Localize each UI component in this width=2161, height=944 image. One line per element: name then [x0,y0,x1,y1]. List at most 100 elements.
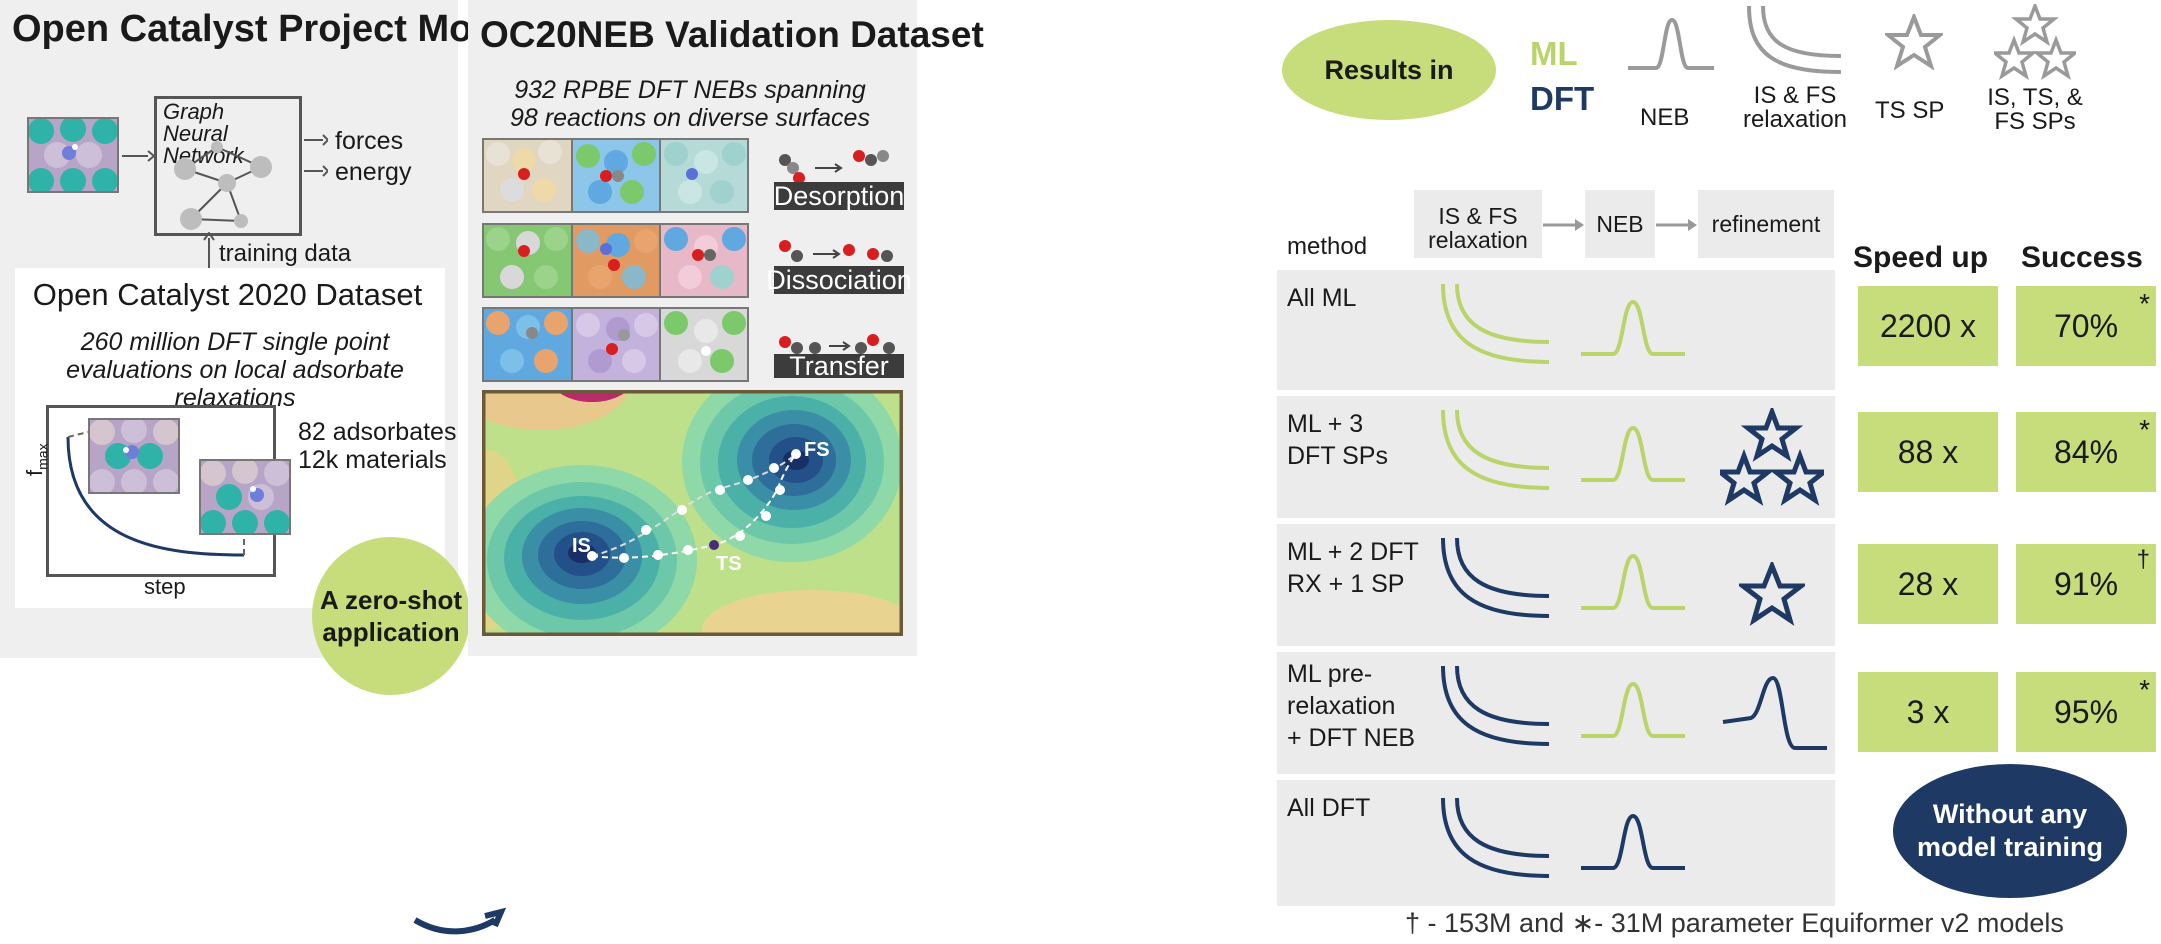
legend-dft: DFT [1530,80,1595,117]
surface-thumbnail [27,117,119,193]
transfer-surfaces [482,307,749,382]
speedup-box: 3 x [1858,672,1998,752]
arrow-to-gnn [122,150,154,162]
arrow-energy [304,165,328,177]
speedup-value: 3 x [1906,693,1950,730]
success-box: 91% † [2016,544,2156,624]
pipeline-arrow-1 [1543,219,1584,231]
results-in-ellipse: Results in [1282,20,1496,120]
footnote-mark: † [2136,546,2150,573]
method-row-ml-3-dft-sps: ML + 3 DFT SPs [1277,396,1835,518]
success-value: 95% [2053,693,2119,730]
zero-shot-label: A zero-shot application [319,585,463,647]
dft-star-icon [1739,562,1805,626]
speedup-box: 2200 x [1858,286,1998,366]
is-ts-fs-sps-icon [1994,4,2076,80]
speedup-box: 88 x [1858,412,1998,492]
reaction-dissociation: Dissociation [766,264,912,295]
ml-relaxation-icon [1441,283,1550,364]
method-label: All DFT [1287,794,1371,822]
ts-sp-icon [1885,14,1943,70]
method-label: ML + 2 DFT RX + 1 SP [1287,538,1419,598]
legend-ml: ML [1530,35,1578,72]
reaction-desorption: Desorption [773,180,905,211]
results-in-label: Results in [1324,54,1454,85]
ml-neb-icon [1581,553,1685,610]
success-value: 70% [2053,307,2119,344]
zero-shot-arrow [413,907,507,935]
footnote-mark: * [2139,288,2150,319]
dissociation-surfaces [482,223,749,298]
middle-title: OC20NEB Validation Dataset [480,14,984,55]
stat-materials: 12k materials [298,446,447,474]
footnote: † - 153M and ∗- 31M parameter Equiformer… [1405,908,2064,938]
method-label: All ML [1287,284,1357,312]
dft-neb-refinement-icon [1722,675,1827,750]
output-energy: energy [335,158,412,186]
desorption-molecule-icon [779,150,889,184]
ml-neb-icon [1581,681,1685,738]
gnn-box: Graph Neural Network [154,96,302,236]
success-box: 95% * [2016,672,2156,752]
success-box: 70% * [2016,286,2156,366]
ml-neb-icon [1581,425,1685,482]
success-header: Success [2021,241,2143,274]
pipeline-arrow-2 [1656,219,1697,231]
method-row-ml-pre-relaxation: ML pre- relaxation + DFT NEB [1277,652,1835,774]
success-value: 84% [2053,433,2119,470]
no-training-label: Without any model training [1916,799,2103,862]
dft-relaxation-icon [1441,537,1550,618]
transfer-molecule-icon [779,334,895,354]
is-ts-fs-sps-label: IS, TS, & FS SPs [1987,84,2083,135]
dft-relaxation-icon [1441,797,1550,878]
ts-sp-label: TS SP [1875,97,1945,124]
training-data-label: training data [219,240,352,267]
label-ts: TS [716,553,742,575]
energy-landscape: IS FS TS [482,390,903,636]
success-box: 84% * [2016,412,2156,492]
label-is: IS [572,535,591,557]
dissociation-molecule-icon [779,240,893,262]
speedup-value: 2200 x [1879,307,1977,344]
pipeline-refinement: refinement [1698,190,1834,258]
reaction-transfer: Transfer [774,351,904,381]
neb-label: NEB [1640,104,1690,131]
speedup-value: 88 x [1897,433,1959,470]
speed-header: Speed up [1853,241,1989,274]
neb-icon [1628,17,1714,70]
ml-relaxation-icon [1441,409,1550,490]
gnn-graph-icon [174,141,272,230]
desorption-surfaces [482,138,749,213]
arrow-training-data [203,232,215,268]
output-forces: forces [335,127,404,155]
dft-neb-icon [1581,813,1685,870]
left-title: Open Catalyst Project Models [12,8,549,50]
final-structure-thumbnail [199,459,291,535]
method-row-ml-2-dft-rx-1-sp: ML + 2 DFT RX + 1 SP [1277,524,1835,646]
ml-neb-icon [1581,299,1685,356]
fs-basin-contours [682,390,902,562]
footnote-mark: * [2139,674,2150,705]
is-basin-contours [482,465,697,636]
method-header: method [1287,233,1368,260]
speedup-box: 28 x [1858,544,1998,624]
dft-relaxation-icon [1441,665,1550,746]
success-value: 91% [2053,565,2119,602]
arrow-forces [304,134,328,146]
oc20-description: 260 million DFT single point evaluations… [66,328,404,412]
oc20-title: Open Catalyst 2020 Dataset [32,277,423,312]
plot-xlabel: step [144,574,186,599]
zero-shot-circle: A zero-shot application [312,537,470,695]
dft-three-stars-icon [1720,408,1824,506]
footnote-mark: * [2139,414,2150,445]
method-row-all-ml: All ML [1277,270,1835,390]
pipeline-neb: NEB [1585,190,1655,258]
no-training-ellipse: Without any model training [1893,764,2127,898]
stat-adsorbates: 82 adsorbates [298,418,457,446]
method-label: ML + 3 DFT SPs [1287,410,1388,470]
middle-subtitle: 932 RPBE DFT NEBs spanning 98 reactions … [510,76,870,132]
is-fs-relaxation-label: IS & FS relaxation [1742,82,1848,133]
is-fs-relaxation-icon [1747,5,1842,74]
method-row-all-dft: All DFT [1277,780,1835,906]
initial-structure-thumbnail [88,418,180,494]
